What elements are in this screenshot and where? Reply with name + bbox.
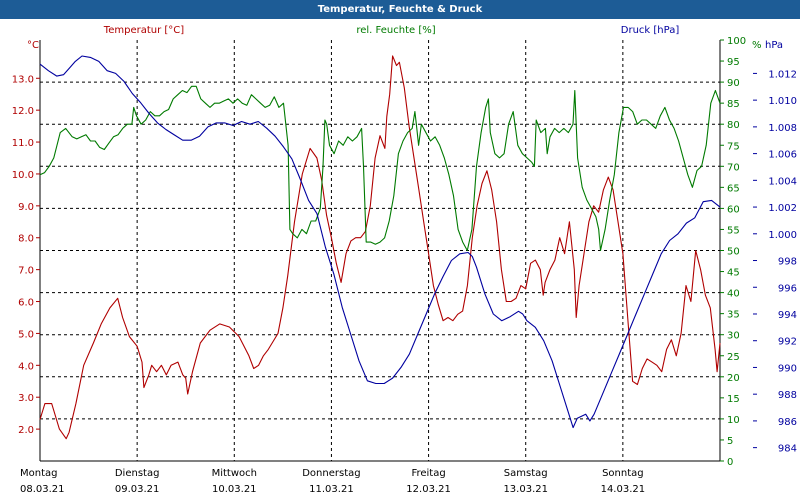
pressure-tick-label: 984 <box>778 444 797 455</box>
temperature-tick-label: 2.0 <box>18 425 34 436</box>
x-tick-date: 10.03.21 <box>212 484 257 495</box>
pressure-tick-label: 988 <box>778 390 797 401</box>
temperature-tick-label: 8.0 <box>18 234 34 245</box>
humidity-tick-label: 55 <box>727 225 740 236</box>
humidity-tick-label: 15 <box>727 394 740 405</box>
humidity-tick-label: 75 <box>727 141 740 152</box>
pressure-tick-label: 986 <box>778 417 797 428</box>
humidity-tick-label: 100 <box>727 36 746 47</box>
x-tick-day: Donnerstag <box>302 468 360 479</box>
x-tick-day: Montag <box>20 468 57 479</box>
window-title: Temperatur, Feuchte & Druck <box>0 0 800 19</box>
x-tick-date: 09.03.21 <box>115 484 160 495</box>
temperature-series-line <box>39 55 721 440</box>
humidity-tick-label: 0 <box>727 457 733 468</box>
pressure-axis: 984 986 988 990 992 994 996 998 1.000 1.002 1.004 1… <box>753 69 797 455</box>
pressure-unit-label: hPa <box>765 40 783 51</box>
x-tick-day: Dienstag <box>115 468 160 479</box>
pressure-tick-label: 994 <box>778 310 797 321</box>
humidity-tick-label: 70 <box>727 162 740 173</box>
x-tick-date: 08.03.21 <box>20 484 65 495</box>
pressure-tick-label: 1.012 <box>768 69 797 80</box>
humidity-tick-label: 30 <box>727 331 740 342</box>
humidity-tick-label: 45 <box>727 268 740 279</box>
x-tick-day: Freitag <box>411 468 445 479</box>
humidity-tick-label: 25 <box>727 352 740 363</box>
x-tick-day: Sonntag <box>602 468 644 479</box>
temperature-tick-label: 12.0 <box>12 106 34 117</box>
x-tick-date: 11.03.21 <box>309 484 354 495</box>
humidity-tick-label: 95 <box>727 57 740 68</box>
pressure-tick-label: 998 <box>778 257 797 268</box>
pressure-tick-label: 1.004 <box>768 176 797 187</box>
humidity-tick-label: 20 <box>727 373 740 384</box>
temperature-tick-label: 5.0 <box>18 329 34 340</box>
humidity-tick-label: 90 <box>727 78 740 89</box>
temperature-tick-label: 13.0 <box>12 74 34 85</box>
x-tick-date: 13.03.21 <box>503 484 548 495</box>
humidity-tick-label: 40 <box>727 289 740 300</box>
temperature-tick-label: 6.0 <box>18 298 34 309</box>
humidity-unit-label: % <box>752 40 762 51</box>
humidity-tick-label: 35 <box>727 310 740 321</box>
pressure-tick-label: 1.008 <box>768 123 797 134</box>
humidity-tick-label: 65 <box>727 183 740 194</box>
humidity-tick-label: 5 <box>727 436 733 447</box>
pressure-tick-label: 992 <box>778 337 797 348</box>
temperature-tick-label: 7.0 <box>18 266 34 277</box>
humidity-legend: rel. Feuchte [%] <box>356 25 435 36</box>
humidity-tick-label: 80 <box>727 120 740 131</box>
x-axis-labels: Montag 08.03.21 Dienstag 09.03.21 Mittwoch 10… <box>20 468 645 495</box>
x-tick-day: Mittwoch <box>212 468 257 479</box>
pressure-tick-label: 990 <box>778 363 797 374</box>
x-tick-day: Samstag <box>504 468 548 479</box>
series-layer <box>39 55 721 440</box>
x-tick-date: 14.03.21 <box>601 484 646 495</box>
pressure-tick-label: 1.000 <box>768 230 797 241</box>
humidity-axis: 0 5 10 15 20 25 30 35 40 45 50 55 60 65 70 75 80 85 90 95 10… <box>720 36 746 468</box>
humidity-tick-label: 85 <box>727 99 740 110</box>
pressure-tick-label: 1.010 <box>768 96 797 107</box>
x-tick-date: 12.03.21 <box>406 484 451 495</box>
temperature-legend: Temperatur [°C] <box>103 25 184 36</box>
temperature-tick-label: 4.0 <box>18 361 34 372</box>
humidity-series-line <box>39 85 721 252</box>
temperature-tick-label: 11.0 <box>12 138 34 149</box>
humidity-tick-label: 10 <box>727 415 740 426</box>
pressure-series-line <box>39 55 721 429</box>
temperature-unit-label: °C <box>27 40 39 51</box>
humidity-tick-label: 50 <box>727 247 740 258</box>
temperature-tick-label: 9.0 <box>18 202 34 213</box>
pressure-tick-label: 996 <box>778 283 797 294</box>
temperature-axis: 2.0 3.0 4.0 5.0 6.0 7.0 8.0 9.0 10.0 11.0 12.0 13.0 <box>12 74 40 436</box>
pressure-legend: Druck [hPa] <box>621 25 680 36</box>
humidity-tick-label: 60 <box>727 204 740 215</box>
temperature-tick-label: 3.0 <box>18 393 34 404</box>
pressure-tick-label: 1.006 <box>768 150 797 161</box>
pressure-tick-label: 1.002 <box>768 203 797 214</box>
temperature-tick-label: 10.0 <box>12 170 34 181</box>
